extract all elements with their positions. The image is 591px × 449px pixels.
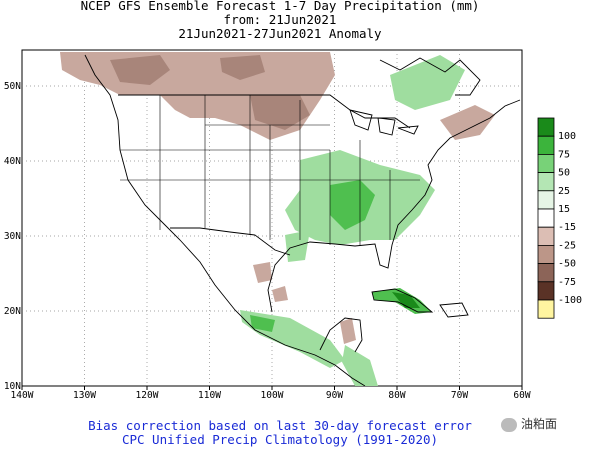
lat-label: 30N (4, 231, 21, 242)
legend-swatch (537, 299, 555, 319)
title-line-2: from: 21Jun2021 (223, 12, 337, 27)
watermark: 油粕面 (501, 415, 557, 432)
wet-core-cuba (392, 292, 420, 308)
wet-area-greatlakes (390, 55, 465, 110)
legend-swatch (537, 226, 555, 246)
lon-label: 130W (73, 390, 96, 401)
legend-swatch (537, 263, 555, 283)
cuba-outline (371, 288, 434, 313)
legend-label: -25 (558, 240, 576, 251)
dry-anomaly-regions (60, 52, 495, 344)
lat-label: 50N (4, 81, 21, 92)
legend-label: 15 (558, 204, 570, 215)
wet-area-central-america (342, 345, 378, 386)
coast-north-america (84, 54, 366, 387)
dry-area-northeast (440, 105, 495, 140)
coast-gulf (267, 99, 521, 313)
title-line-3: 21Jun2021-27Jun2021 Anomaly (178, 26, 382, 41)
dry-core-west (110, 55, 170, 85)
legend-swatch (537, 244, 555, 264)
coastlines (84, 54, 521, 387)
legend-swatch (537, 153, 555, 173)
title-line-1: NCEP GFS Ensemble Forecast 1-7 Day Preci… (80, 0, 480, 13)
watermark-text: 油粕面 (521, 417, 558, 431)
legend-swatch (537, 281, 555, 301)
footer-line-2: CPC Unified Precip Climatology (1991-202… (121, 432, 439, 447)
longitude-labels: 140W 130W 120W 110W 100W 90W 80W 70W 60W (11, 386, 531, 401)
legend-swatch (537, 208, 555, 228)
legend-label: -100 (558, 295, 582, 306)
legend-label: -75 (558, 277, 576, 288)
legend-label: 25 (558, 186, 570, 197)
lon-label: 120W (136, 390, 159, 401)
legend-label: -50 (558, 259, 576, 270)
lat-label: 40N (4, 156, 21, 167)
lon-label: 140W (11, 390, 34, 401)
hispaniola-outline (439, 302, 469, 318)
lon-label: 100W (261, 390, 284, 401)
legend-label: 50 (558, 168, 570, 179)
dry-area-mexico2 (272, 286, 288, 302)
legend-swatch (537, 135, 555, 155)
wechat-icon (501, 417, 517, 432)
lon-label: 60W (513, 390, 530, 401)
latitude-labels: 10N 20N 30N 40N 50N (4, 81, 21, 392)
wet-core-mexico (250, 315, 275, 332)
lon-label: 90W (326, 390, 343, 401)
border-us-mexico (170, 227, 291, 256)
legend: 100 75 50 25 15 -15 -25 -50 -75 -100 (537, 117, 582, 319)
dry-core-canada (220, 55, 265, 80)
legend-swatch (537, 172, 555, 192)
coast-yucatan (319, 317, 363, 353)
legend-swatch (537, 190, 555, 210)
footer-line-1: Bias correction based on last 30-day for… (88, 418, 472, 433)
legend-label: 100 (558, 131, 576, 142)
lat-label: 20N (4, 306, 21, 317)
lat-label: 10N (4, 381, 21, 392)
wet-core-southeast (330, 180, 375, 230)
legend-swatch (537, 117, 555, 137)
lon-label: 110W (198, 390, 221, 401)
legend-label: 75 (558, 149, 570, 160)
legend-label: -15 (558, 222, 576, 233)
lakes (349, 109, 419, 136)
canada-coast (379, 57, 481, 96)
state-lines (120, 95, 420, 245)
dry-area-central-america (340, 318, 356, 344)
border-us-canada (118, 94, 411, 129)
dry-area-mexico (253, 262, 272, 283)
lon-label: 80W (388, 390, 405, 401)
dry-core-plains (250, 95, 310, 130)
lon-label: 70W (451, 390, 468, 401)
